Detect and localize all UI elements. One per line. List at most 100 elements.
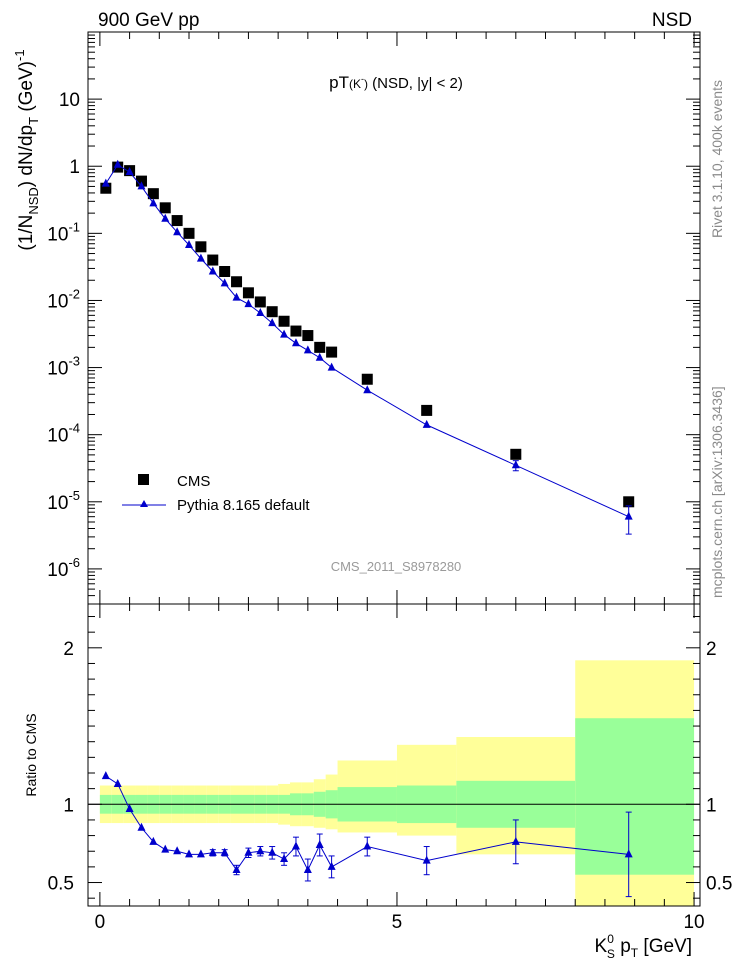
legend-cms-label: CMS xyxy=(177,473,210,490)
cms-data-point xyxy=(361,373,373,385)
ratio-panel xyxy=(87,603,701,907)
ratio-data-point xyxy=(208,847,217,856)
cms-data-point xyxy=(207,254,219,266)
legend-pythia-marker xyxy=(140,500,148,507)
pythia-data-point xyxy=(624,511,633,520)
cms-data-point xyxy=(147,188,159,200)
ylabel-p3: (GeV) xyxy=(16,61,37,117)
ratio-data-point xyxy=(422,855,431,864)
ratio-data-point xyxy=(232,865,241,874)
pythia-data-point xyxy=(208,266,217,275)
main-y-axis-label: (1/NNSD) dN/dpT (GeV)-1 xyxy=(12,49,41,250)
ratio-y-tick-label: 2 xyxy=(63,639,74,660)
pythia-line xyxy=(105,164,629,518)
pythia-data-point xyxy=(220,278,229,287)
ylabel-sub: NSD xyxy=(26,187,41,214)
ratio-data-point xyxy=(185,849,194,858)
title-rest: (NSD, |y| < 2) xyxy=(368,75,463,92)
cms-data-point xyxy=(135,175,147,187)
ratio-y-tick-label: 1 xyxy=(63,795,74,816)
ratio-data-point xyxy=(268,847,277,856)
ratio-data-point xyxy=(196,849,205,858)
x-tick-label: 5 xyxy=(392,912,403,933)
pythia-data-point xyxy=(268,318,277,327)
header-left: 900 GeV pp xyxy=(98,10,199,31)
cms-data-point xyxy=(254,296,266,308)
cms-data-point xyxy=(219,266,231,278)
ratio-data-point xyxy=(303,865,312,874)
y-tick-label: 10-1 xyxy=(47,219,80,245)
x-axis-label: K0 S pT [GeV] xyxy=(595,932,692,961)
title-sup: (K xyxy=(349,77,361,91)
cms-data-point xyxy=(278,315,290,327)
title-main: pT xyxy=(329,73,349,92)
ylabel-p2: ) dN/dp xyxy=(16,125,37,187)
cms-data-point xyxy=(290,325,302,337)
mcplots-reference-text: mcplots.cern.ch [arXiv:1306.3436] xyxy=(709,386,725,598)
pythia-data-point xyxy=(113,159,122,168)
ratio-data-point xyxy=(149,836,158,845)
plot-title: pT(K-) (NSD, |y| < 2) xyxy=(329,73,463,92)
ratio-data-point xyxy=(101,771,110,780)
ratio-data-point xyxy=(280,854,289,863)
pythia-data-point xyxy=(327,362,336,371)
ratio-line xyxy=(105,775,629,872)
ylabel-sup: -1 xyxy=(12,49,27,61)
ratio-frame xyxy=(87,603,701,907)
cms-data-point xyxy=(421,404,433,416)
xlabel-psub: T xyxy=(631,946,639,960)
ratio-y-axis-label: Ratio to CMS xyxy=(23,713,39,796)
pythia-data-point xyxy=(125,167,134,176)
x-tick-label: 10 xyxy=(683,912,704,933)
pythia-data-point xyxy=(137,181,146,190)
ratio-data-point xyxy=(256,846,265,855)
pythia-data-point xyxy=(185,240,194,249)
cms-data-point xyxy=(266,306,278,318)
stat-band-bin xyxy=(575,718,695,875)
y-tick-label: 10-5 xyxy=(47,488,80,514)
x-tick-label: 0 xyxy=(95,912,106,933)
ratio-y-tick-label-right: 1 xyxy=(706,795,717,816)
pythia-data-point xyxy=(256,308,265,317)
ratio-data-point xyxy=(291,841,300,850)
cms-data-point xyxy=(231,276,243,288)
cms-data-point xyxy=(100,182,112,194)
ratio-data-point xyxy=(125,803,134,812)
pythia-data-point xyxy=(101,178,110,187)
xlabel-ksup: 0 xyxy=(607,932,614,946)
ratio-data-point xyxy=(624,849,633,858)
header-right: NSD xyxy=(652,10,692,31)
main-frame xyxy=(87,31,701,605)
cms-data-point xyxy=(326,346,338,358)
ratio-data-point xyxy=(511,836,520,845)
pythia-data-point xyxy=(196,253,205,262)
y-tick-label: 10-4 xyxy=(47,421,80,447)
title-close: ) xyxy=(364,77,368,91)
cms-data-point xyxy=(171,215,183,227)
pythia-data-point xyxy=(315,352,324,361)
ratio-data-point xyxy=(327,861,336,870)
pythia-data-point xyxy=(149,198,158,207)
ratio-y-tick-label-right: 2 xyxy=(706,639,717,660)
cms-data-point xyxy=(183,227,195,239)
legend: CMS Pythia 8.165 default xyxy=(122,473,310,514)
ratio-data-point xyxy=(137,822,146,831)
y-tick-label: 10-2 xyxy=(47,286,80,312)
ylabel-sub2: T xyxy=(26,117,41,125)
ratio-data-point xyxy=(161,844,170,853)
pythia-data-point xyxy=(363,385,372,394)
pythia-data-point xyxy=(232,292,241,301)
rivet-version-text: Rivet 3.1.10, 400k events xyxy=(709,80,725,238)
ratio-data-point xyxy=(315,839,324,848)
ratio-data-point xyxy=(363,841,372,850)
cms-data-point xyxy=(623,496,635,508)
y-tick-label: 10-3 xyxy=(47,354,80,380)
pythia-data-point xyxy=(244,299,253,308)
ratio-y-tick-label: 0.5 xyxy=(48,874,74,895)
legend-cms-marker xyxy=(138,474,149,485)
pythia-data-point xyxy=(303,345,312,354)
xlabel-k: K xyxy=(595,936,608,957)
xlabel-p: p xyxy=(615,936,631,957)
